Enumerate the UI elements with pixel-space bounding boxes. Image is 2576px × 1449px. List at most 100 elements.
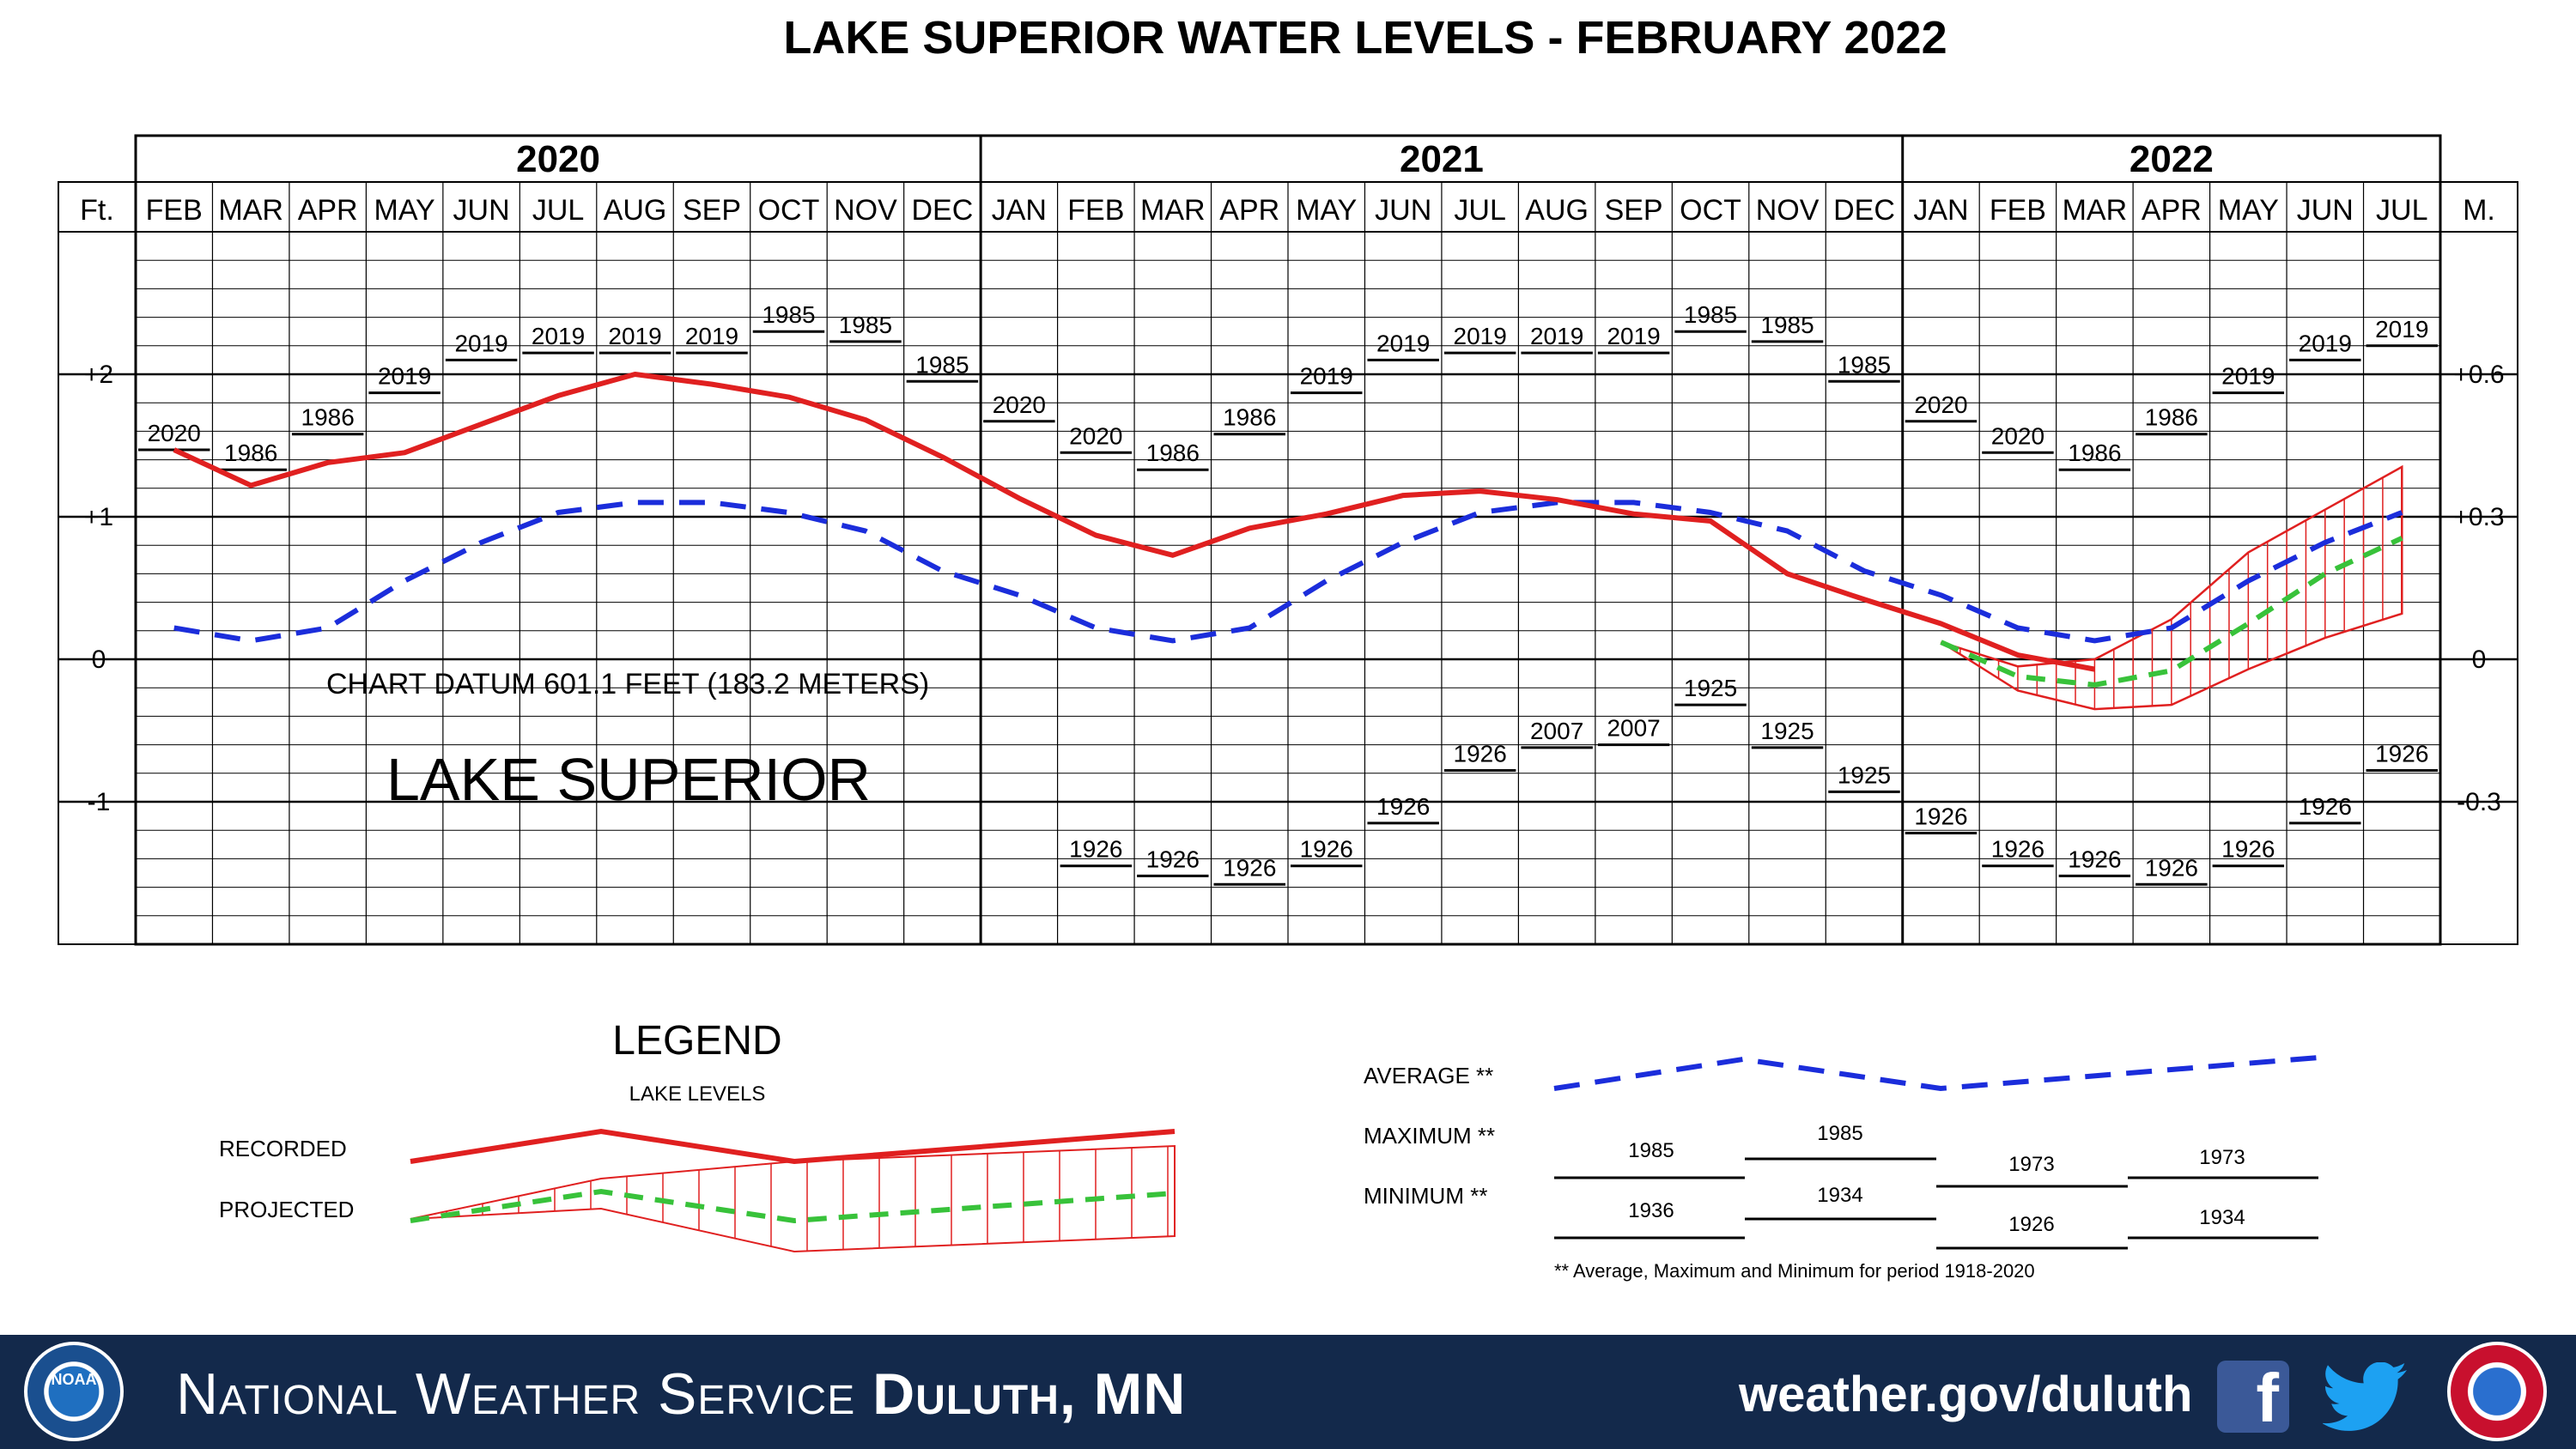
record-max-year: 2019 <box>378 363 431 390</box>
footer-url-link[interactable]: weather.gov/duluth <box>1739 1367 2193 1422</box>
record-max-year: 2020 <box>1991 422 2044 449</box>
record-max-year: 2019 <box>532 323 585 349</box>
record-min-year: 2007 <box>1607 715 1660 742</box>
month-label: APR <box>1219 194 1279 227</box>
chart-grid <box>58 134 2518 946</box>
record-max-year: 1986 <box>2145 404 2198 431</box>
record-max-year: 2020 <box>993 391 1046 418</box>
water-level-chart: LAKE SUPERIOR WATER LEVELS - FEBRUARY 20… <box>58 12 2518 1282</box>
chart-header: 2020 2021 2022 FEB MAR APR MAY JUN JUL AUG SEP OCT N… <box>80 138 2495 227</box>
record-min-year: 1926 <box>1223 854 1276 881</box>
footer-title: National Weather Service Duluth, MN <box>176 1361 1186 1428</box>
twitter-icon[interactable] <box>2323 1362 2409 1433</box>
record-min-year: 1926 <box>2068 846 2121 872</box>
month-label: FEB <box>1067 194 1124 227</box>
record-max-year: 1985 <box>839 312 892 338</box>
record-max-year: 2020 <box>1914 391 1967 418</box>
legend-projected-swatch <box>410 1188 1176 1224</box>
month-label: MAR <box>1140 194 1206 227</box>
legend-min-example-4: 1934 <box>2199 1206 2245 1229</box>
unit-label-left: Ft. <box>80 194 114 227</box>
record-max-year: 2019 <box>1376 330 1430 356</box>
month-label: JAN <box>1913 194 1968 227</box>
record-max-year: 1986 <box>1223 404 1276 431</box>
y-tick-right: +0.6 <box>2453 361 2504 389</box>
legend-max-example-3: 1973 <box>2008 1153 2054 1176</box>
legend-maximum-label: MAXIMUM ** <box>1364 1123 1495 1149</box>
record-min-year: 1925 <box>1684 675 1737 701</box>
record-max-year: 2019 <box>1530 323 1583 349</box>
legend: LEGEND LAKE LEVELS RECORDED PROJECTED AV… <box>219 1018 2319 1282</box>
month-label: SEP <box>683 194 741 227</box>
record-min-year: 1926 <box>1376 793 1430 820</box>
record-max-year: 2019 <box>2299 330 2352 356</box>
facebook-icon[interactable]: f <box>2217 1360 2289 1436</box>
series-recorded-line <box>173 372 2095 672</box>
month-label: NOV <box>1756 194 1820 227</box>
month-label: JUL <box>1454 194 1505 227</box>
noaa-logo: NOAA <box>24 1342 124 1441</box>
record-min-year: 1925 <box>1760 718 1814 744</box>
legend-average-label: AVERAGE ** <box>1364 1063 1493 1088</box>
record-min-year: 1926 <box>2221 836 2275 863</box>
legend-minimum-label: MINIMUM ** <box>1364 1183 1487 1209</box>
legend-max-example-2: 1985 <box>1817 1122 1862 1145</box>
month-label: MAY <box>2218 194 2279 227</box>
record-max-year: 2019 <box>1454 323 1507 349</box>
record-min-year: 1926 <box>1146 846 1200 872</box>
record-max-year: 1986 <box>1146 440 1200 466</box>
record-max-year: 2019 <box>2375 316 2428 343</box>
y-tick-left: +2 <box>84 361 113 389</box>
record-max-year: 1986 <box>301 404 355 431</box>
record-min-year: 2007 <box>1530 718 1583 744</box>
y-tick-left: 0 <box>92 646 106 674</box>
record-min-year: 1926 <box>1300 836 1353 863</box>
month-label: APR <box>298 194 358 227</box>
month-label: FEB <box>146 194 203 227</box>
y-tick-right: +0.3 <box>2453 503 2504 531</box>
series-lines <box>173 372 2403 688</box>
month-label: MAR <box>2063 194 2128 227</box>
record-min-year: 1926 <box>2375 740 2428 767</box>
legend-subtitle: LAKE LEVELS <box>629 1082 766 1106</box>
legend-projected-range-swatch <box>410 1144 1176 1253</box>
record-min-year: 1926 <box>1991 836 2044 863</box>
month-label: MAR <box>218 194 283 227</box>
record-max-year: 2019 <box>454 330 507 356</box>
record-min-year: 1926 <box>2299 793 2352 820</box>
legend-recorded-swatch <box>410 1128 1176 1165</box>
record-max-year: 1986 <box>224 440 277 466</box>
year-label: 2020 <box>516 138 600 180</box>
record-min-year: 1926 <box>1069 836 1122 863</box>
month-label: MAY <box>1296 194 1357 227</box>
footer-bar: NOAA National Weather Service Duluth, MN… <box>0 1335 2576 1449</box>
y-tick-right: -0.3 <box>2457 788 2501 816</box>
month-label: MAY <box>374 194 435 227</box>
month-label: JUN <box>2297 194 2354 227</box>
record-min-year: 1925 <box>1838 761 1891 788</box>
unit-label-right: M. <box>2463 194 2495 227</box>
month-label: OCT <box>1680 194 1741 227</box>
y-tick-right: 0 <box>2472 646 2487 674</box>
record-max-year: 2020 <box>1069 422 1122 449</box>
footer-title-regular: National Weather Service <box>176 1361 873 1427</box>
month-label: JAN <box>992 194 1047 227</box>
legend-projected-label: PROJECTED <box>219 1197 354 1222</box>
record-max-year: 1985 <box>915 351 969 378</box>
month-label: DEC <box>1833 194 1895 227</box>
legend-footnote: ** Average, Maximum and Minimum for peri… <box>1554 1260 2035 1282</box>
legend-min-example-3: 1926 <box>2008 1213 2054 1236</box>
record-max-year: 1985 <box>1684 301 1737 328</box>
y-axes: +2 +1 0 -1 +0.6 +0.3 0 -0.3 <box>84 361 2505 816</box>
y-tick-left: -1 <box>88 788 111 816</box>
legend-recorded-label: RECORDED <box>219 1136 347 1161</box>
record-max-year: 1985 <box>1838 351 1891 378</box>
legend-average-swatch <box>1553 1055 2319 1092</box>
month-label: JUL <box>532 194 584 227</box>
record-max-year: 2019 <box>1300 363 1353 390</box>
month-label: AUG <box>1525 194 1589 227</box>
month-label: JUL <box>2376 194 2427 227</box>
record-min-year: 1926 <box>1454 740 1507 767</box>
record-max-year: 2019 <box>608 323 661 349</box>
month-label: JUN <box>453 194 510 227</box>
